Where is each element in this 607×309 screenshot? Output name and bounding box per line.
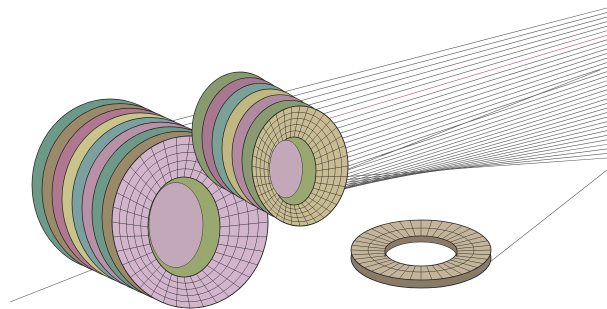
scene bbox=[0, 0, 607, 309]
flat-ring bbox=[351, 220, 491, 288]
page-body: (() => { const data = JSON.parse(documen… bbox=[0, 0, 607, 309]
tire-hole-inner bbox=[149, 183, 203, 268]
tire-hole-inner bbox=[270, 140, 303, 198]
page: {} html, body { margin: 0; padding: 0; b… bbox=[0, 0, 607, 309]
wire bbox=[490, 170, 607, 262]
